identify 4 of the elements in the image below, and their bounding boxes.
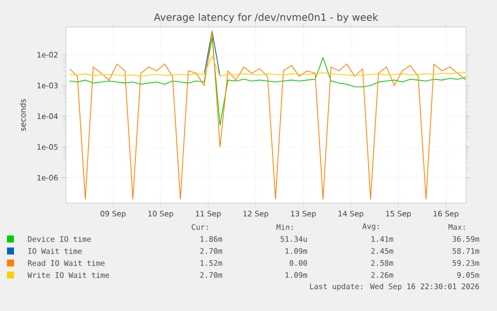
line-series [69,56,466,77]
line-series [69,37,466,126]
line-series [69,30,466,200]
chart-title: Average latency for /dev/nvme0n1 - by week [154,13,378,23]
